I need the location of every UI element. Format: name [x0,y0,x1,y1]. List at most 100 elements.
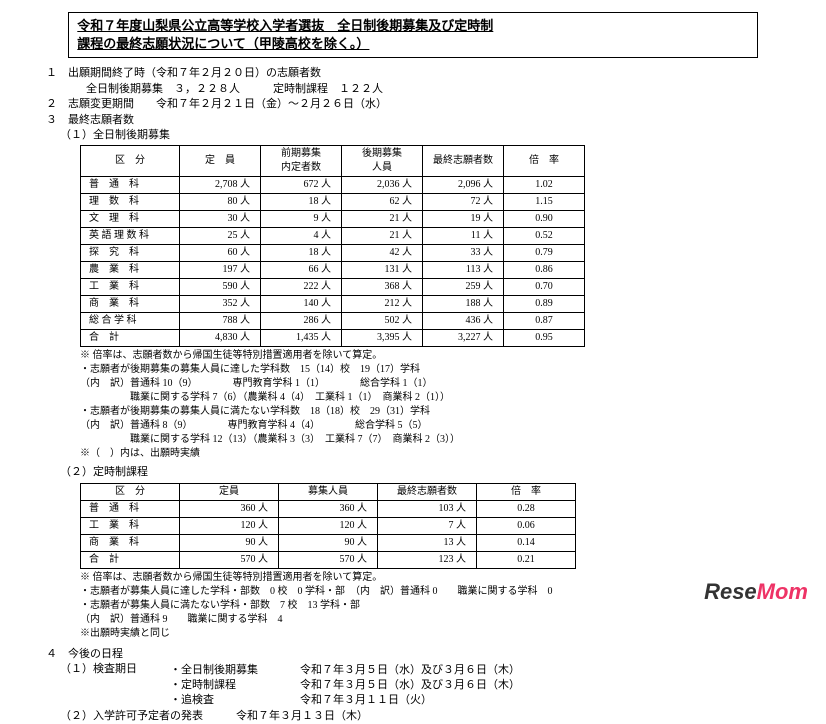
table-cell: 19 人 [423,211,504,228]
s4-2: （２）入学許可予定者の発表 令和７年３月１３日（木） [60,709,786,724]
title-box: 令和７年度山梨県公立高等学校入学者選抜 全日制後期募集及び定時制 課程の最終志願… [68,12,757,58]
table-cell: 7 人 [378,517,477,534]
table-cell: 197 人 [180,262,261,279]
note-2: ※ 倍率は、志願者数から帰国生徒等特別措置適用者を除いて算定。 [80,571,786,585]
title-line-1: 令和７年度山梨県公立高等学校入学者選抜 全日制後期募集及び定時制 [77,17,748,35]
s1-body: 全日制後期募集 ３，２２８人 定時制課程 １２２人 [86,82,786,97]
section-4: ４ 今後の日程 [46,647,786,662]
table-cell: 25 人 [180,228,261,245]
bullet-line: ※出願時実績と同じ [80,627,786,641]
table-cell: 0.21 [477,551,576,568]
table-cell: 212 人 [342,296,423,313]
table-row: 普 通 科360 人360 人103 人0.28 [81,500,576,517]
table-cell: 0.14 [477,534,576,551]
table-row: 理 数 科80 人18 人62 人72 人1.15 [81,194,585,211]
schedule-date: 令和７年３月５日（水）及び３月６日（木） [300,664,520,676]
table-header: 区 分 [81,146,180,177]
schedule-row: ・追検査令和７年３月１１日（火） [170,693,786,708]
table-cell: 商 業 科 [81,534,180,551]
bullet-line: （内 訳）普通科 8（9） 専門教育学科 4（4） 総合学科 5（5） [80,419,786,433]
table-header: 定 員 [180,146,261,177]
table-cell: 11 人 [423,228,504,245]
title-line-2: 課程の最終志願状況について（甲陵高校を除く。） [77,35,748,53]
table-cell: 2,036 人 [342,177,423,194]
watermark: ReseMom [704,577,808,608]
table-parttime: 区 分定員募集人員最終志願者数倍 率 普 通 科360 人360 人103 人0… [80,483,576,569]
table-cell: 0.28 [477,500,576,517]
section-2: ２ 志願変更期間 令和７年２月２１日（金）～２月２６日（水） [46,97,786,112]
table-cell: 66 人 [261,262,342,279]
table-cell: 21 人 [342,228,423,245]
table-cell: 672 人 [261,177,342,194]
table-cell: 42 人 [342,245,423,262]
table-cell: 90 人 [180,534,279,551]
s1-header: １ 出願期間終了時（令和７年２月２０日）の志願者数 [46,66,786,81]
table-cell: 4 人 [261,228,342,245]
table-header: 倍 率 [504,146,585,177]
table-cell: 英 語 理 数 科 [81,228,180,245]
table-row: 合 計4,830 人1,435 人3,395 人3,227 人0.95 [81,330,585,347]
table-cell: 352 人 [180,296,261,313]
table-cell: 113 人 [423,262,504,279]
table-cell: 3,227 人 [423,330,504,347]
table-header: 前期募集内定者数 [261,146,342,177]
table-cell: 0.90 [504,211,585,228]
table-row: 商 業 科352 人140 人212 人188 人0.89 [81,296,585,313]
table-row: 探 究 科60 人18 人42 人33 人0.79 [81,245,585,262]
table-cell: 1,435 人 [261,330,342,347]
table-cell: 80 人 [180,194,261,211]
bullet-line: ・志願者が後期募集の募集人員に達した学科数 15（14）校 19（17）学科 [80,363,786,377]
table-cell: 502 人 [342,313,423,330]
document-page: 令和７年度山梨県公立高等学校入学者選抜 全日制後期募集及び定時制 課程の最終志願… [0,0,826,620]
table-cell: 120 人 [180,517,279,534]
table-cell: 368 人 [342,279,423,296]
table-header: 倍 率 [477,483,576,500]
table-cell: 13 人 [378,534,477,551]
table-cell: 286 人 [261,313,342,330]
table-cell: 259 人 [423,279,504,296]
table-cell: 90 人 [279,534,378,551]
table-cell: 436 人 [423,313,504,330]
table-cell: 探 究 科 [81,245,180,262]
bullet-line: 職業に関する学科 7（6）（農業科 4（4） 工業科 1（1） 商業科 2（1）… [80,391,786,405]
schedule-label: ・追検査 [170,693,300,708]
section-3: ３ 最終志願者数 [46,113,786,128]
table-cell: 60 人 [180,245,261,262]
table-cell: 0.52 [504,228,585,245]
table-cell: 72 人 [423,194,504,211]
table-cell: 理 数 科 [81,194,180,211]
table-header: 最終志願者数 [423,146,504,177]
table-header: 定員 [180,483,279,500]
table-cell: 普 通 科 [81,177,180,194]
table-cell: 360 人 [279,500,378,517]
schedule-date: 令和７年３月１１日（火） [300,694,432,706]
bullet-line: ・志願者が後期募集の募集人員に満たない学科数 18（18）校 29（31）学科 [80,405,786,419]
table-cell: 1.15 [504,194,585,211]
table-row: 普 通 科2,708 人672 人2,036 人2,096 人1.02 [81,177,585,194]
table-cell: 103 人 [378,500,477,517]
table-cell: 18 人 [261,194,342,211]
table-cell: 140 人 [261,296,342,313]
table-cell: 222 人 [261,279,342,296]
s3-2: （２）定時制課程 [60,465,786,480]
schedule-row: ・定時制課程令和７年３月５日（水）及び３月６日（木） [170,678,786,693]
schedule-label: ・定時制課程 [170,678,300,693]
table-cell: 工 業 科 [81,279,180,296]
table-cell: 0.06 [477,517,576,534]
table-cell: 30 人 [180,211,261,228]
table-row: 工 業 科590 人222 人368 人259 人0.70 [81,279,585,296]
s3-1: （１）全日制後期募集 [60,128,786,143]
s4-1-text: （１）検査期日 [60,663,137,675]
table-cell: 570 人 [180,551,279,568]
schedule-label: ・全日制後期募集 [170,663,300,678]
watermark-rese: Rese [704,579,757,604]
table-row: 合 計570 人570 人123 人0.21 [81,551,576,568]
table-cell: 33 人 [423,245,504,262]
table-row: 工 業 科120 人120 人7 人0.06 [81,517,576,534]
watermark-mom: Mom [757,579,808,604]
bullet-line: 職業に関する学科 12（13）（農業科 3（3） 工業科 7（7） 商業科 2（… [80,433,786,447]
table-cell: 188 人 [423,296,504,313]
schedule-row: ・全日制後期募集令和７年３月５日（水）及び３月６日（木） [170,663,786,678]
table-cell: 131 人 [342,262,423,279]
schedule-lines: ・全日制後期募集令和７年３月５日（水）及び３月６日（木）・定時制課程令和７年３月… [40,663,786,709]
